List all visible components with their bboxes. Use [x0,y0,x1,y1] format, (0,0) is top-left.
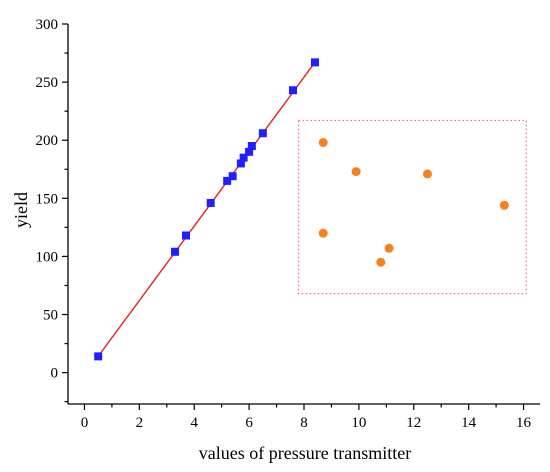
data-point-square [223,176,232,185]
y-tick-label: 100 [36,249,59,265]
ticks: 0 2 4 6 8 10 12 14 16 0 50 100 150 200 250 300 [36,17,532,431]
data-points [94,58,509,361]
x-tick-label: 4 [190,415,198,431]
y-tick-label: 50 [43,308,58,324]
data-point-square [236,159,245,168]
data-point-circle [499,200,509,210]
y-tick-label: 150 [36,191,59,207]
data-point-circle [384,243,394,253]
y-tick-label: 0 [51,366,59,382]
data-point-square [239,153,248,162]
y-tick-label: 250 [36,75,59,91]
annotation-box [297,119,527,295]
x-tick-label: 2 [136,415,144,431]
axes [67,24,540,405]
y-tick-label: 200 [36,133,59,149]
x-tick-label: 8 [300,415,308,431]
x-tick-label: 16 [516,415,532,431]
data-point-square [228,172,237,181]
x-tick-label: 10 [351,415,366,431]
y-tick-label: 300 [36,17,59,33]
data-point-circle [318,138,328,148]
fit-line [97,61,316,357]
data-point-square [171,247,180,256]
x-tick-label: 12 [406,415,421,431]
annotation-box-group [297,119,527,295]
data-point-square [258,129,267,138]
data-point-circle [422,169,432,179]
data-point-square [289,86,298,95]
data-point-square [247,142,256,151]
data-point-square [245,147,254,156]
fit-line-group [97,61,316,357]
y-axis-title: yield [11,192,31,228]
x-axis-title: values of pressure transmitter [199,443,411,463]
data-point-square [182,231,190,240]
x-tick-label: 6 [245,415,253,431]
x-tick-label: 14 [461,415,477,431]
data-point-square [94,352,103,361]
data-point-circle [318,228,328,238]
data-point-square [310,58,319,67]
data-point-circle [351,167,361,177]
x-tick-label: 0 [81,415,89,431]
data-point-circle [376,257,386,267]
data-point-square [206,198,215,207]
